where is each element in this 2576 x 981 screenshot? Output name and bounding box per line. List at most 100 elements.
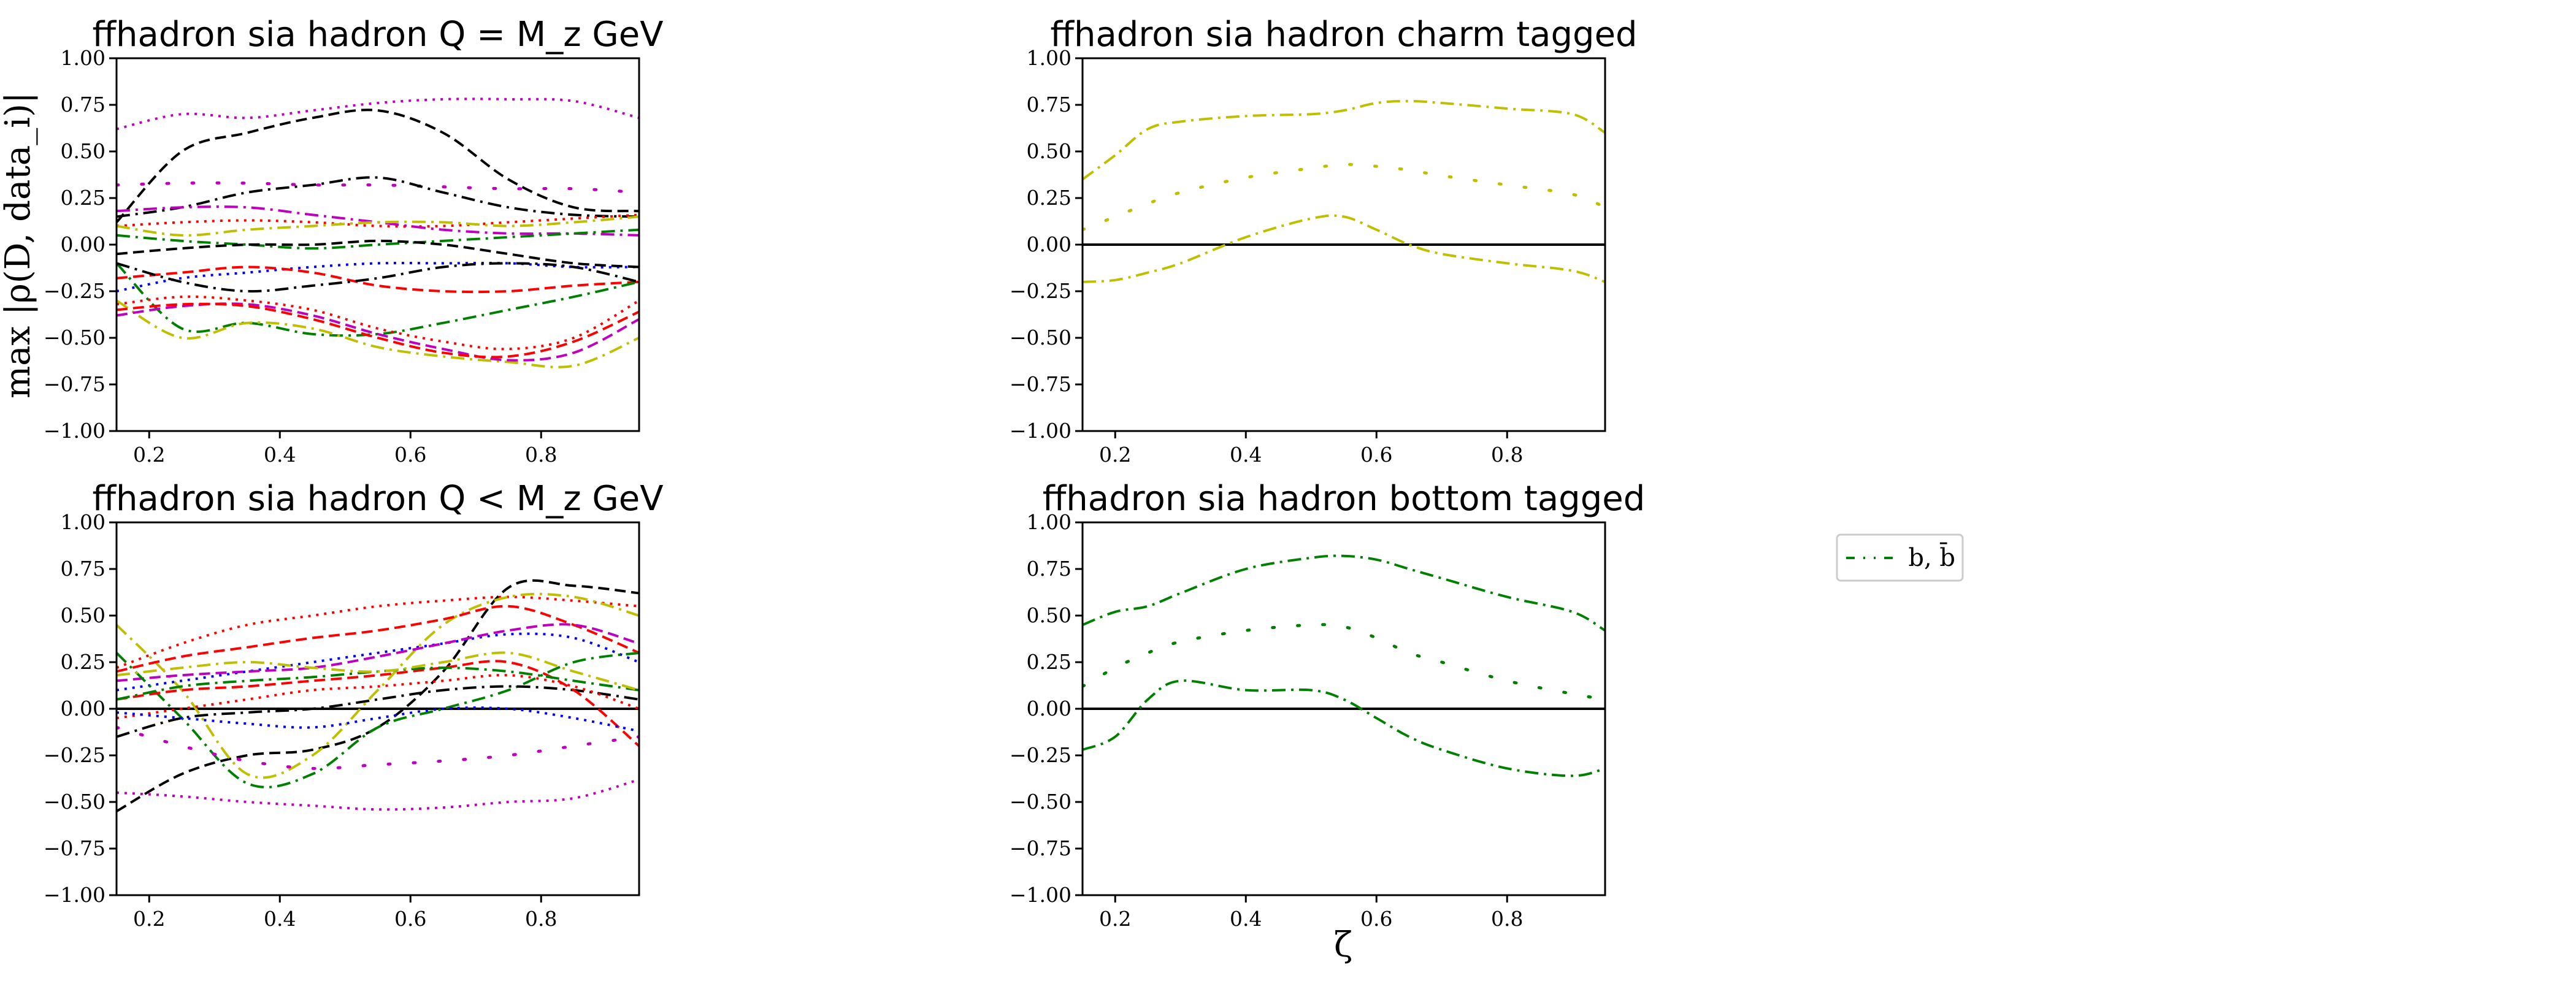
y-tick-label: 0.25 xyxy=(1027,186,1071,210)
x-tick-label: 0.8 xyxy=(525,443,557,467)
series-line-5 xyxy=(117,632,639,692)
series-line-13 xyxy=(117,674,639,720)
panel-top-right: ffhadron sia hadron charm tagged −1.00 −0… xyxy=(1010,15,1638,467)
y-tick-label: 0.00 xyxy=(1027,697,1071,720)
series-line-2 xyxy=(117,595,639,669)
panel-top-left: ffhadron sia hadron Q = M_z GeV −1.00 −0.… xyxy=(44,15,664,467)
y-tick-label: 0.00 xyxy=(61,232,105,256)
series-line-6 xyxy=(117,205,639,237)
legend-label: b, b̄ xyxy=(1908,542,1955,572)
series-line-5 xyxy=(117,213,639,228)
x-tick-label: 0.6 xyxy=(1360,443,1392,467)
series-line-1 xyxy=(1083,99,1605,181)
series-line-11 xyxy=(117,660,639,747)
y-tick-label: 0.75 xyxy=(61,557,105,581)
series-line-3 xyxy=(1083,679,1605,777)
series-line-15 xyxy=(117,302,639,359)
y-tick-label: −0.25 xyxy=(1010,743,1071,767)
x-tick-label: 0.8 xyxy=(525,907,557,931)
x-tick-label: 0.2 xyxy=(1099,443,1131,467)
y-tick-label: −0.50 xyxy=(44,790,105,814)
x-tick-label: 0.2 xyxy=(1099,907,1131,931)
plot-area xyxy=(117,579,639,812)
series-line-1 xyxy=(117,579,639,812)
panel-title: ffhadron sia hadron Q < M_z GeV xyxy=(92,479,663,519)
panel-title: ffhadron sia hadron bottom tagged xyxy=(1043,479,1646,519)
series-line-6 xyxy=(117,623,639,682)
y-tick-label: 0.50 xyxy=(61,603,105,627)
panel-bottom-left: ffhadron sia hadron Q < M_z GeV −1.00 −0.… xyxy=(44,479,664,931)
y-tick-label: −0.75 xyxy=(44,372,105,396)
series-line-2 xyxy=(1083,623,1605,701)
series-line-3 xyxy=(117,592,639,779)
y-tick-label: 0.75 xyxy=(1027,93,1071,116)
series-line-8 xyxy=(117,228,639,250)
series-line-8 xyxy=(117,778,639,811)
y-tick-label: 0.50 xyxy=(61,139,105,163)
y-tick-label: 1.00 xyxy=(61,510,105,534)
x-tick-label: 0.4 xyxy=(264,907,296,931)
series-line-10 xyxy=(117,685,639,738)
y-tick-label: −0.75 xyxy=(44,836,105,860)
plot-area xyxy=(1083,554,1605,777)
y-tick-label: 1.00 xyxy=(61,46,105,70)
x-tick-label: 0.8 xyxy=(1491,907,1523,931)
series-line-16 xyxy=(117,295,639,351)
series-line-11 xyxy=(117,239,639,269)
y-tick-label: 0.25 xyxy=(61,650,105,674)
x-tick-label: 0.4 xyxy=(264,443,296,467)
y-tick-label: −0.75 xyxy=(1010,836,1071,860)
y-tick-label: 0.75 xyxy=(61,93,105,116)
y-tick-label: −0.25 xyxy=(44,279,105,303)
y-tick-label: −0.50 xyxy=(1010,326,1071,349)
series-line-9 xyxy=(117,261,639,292)
legend: b, b̄ xyxy=(1836,533,1964,582)
series-line-10 xyxy=(117,265,639,294)
x-tick-label: 0.6 xyxy=(394,907,426,931)
series-line-7 xyxy=(117,215,639,237)
y-tick-label: −0.25 xyxy=(44,743,105,767)
series-line-3 xyxy=(117,181,639,194)
series-line-2 xyxy=(1083,162,1605,232)
y-tick-label: −0.50 xyxy=(44,326,105,349)
y-tick-label: −0.25 xyxy=(1010,279,1071,303)
y-tick-label: 1.00 xyxy=(1027,510,1071,534)
series-line-2 xyxy=(117,97,639,131)
panel-title: ffhadron sia hadron charm tagged xyxy=(1050,15,1637,55)
y-tick-label: −1.00 xyxy=(44,883,105,907)
series-line-7 xyxy=(117,651,639,788)
y-tick-label: −1.00 xyxy=(1010,419,1071,443)
y-tick-label: 0.00 xyxy=(61,697,105,720)
y-tick-label: −1.00 xyxy=(44,419,105,443)
plot-area xyxy=(117,97,639,368)
plot-area xyxy=(1083,99,1605,283)
y-tick-label: −0.50 xyxy=(1010,790,1071,814)
series-line-4 xyxy=(117,605,639,673)
series-line-14 xyxy=(117,302,639,362)
series-line-1 xyxy=(1083,554,1605,632)
x-tick-label: 0.4 xyxy=(1230,443,1262,467)
x-tick-label: 0.4 xyxy=(1230,907,1262,931)
y-tick-label: −1.00 xyxy=(1010,883,1071,907)
panel-bottom-right: ffhadron sia hadron bottom tagged −1.00 −… xyxy=(1010,479,1645,931)
series-line-17 xyxy=(117,262,639,293)
y-tick-label: 0.25 xyxy=(61,186,105,210)
series-line-3 xyxy=(1083,214,1605,283)
series-line-15 xyxy=(117,706,639,733)
y-tick-label: 0.50 xyxy=(1027,139,1071,163)
y-tick-label: 1.00 xyxy=(1027,46,1071,70)
x-tick-label: 0.2 xyxy=(133,443,165,467)
y-tick-label: 0.75 xyxy=(1027,557,1071,581)
y-tick-label: −0.75 xyxy=(1010,372,1071,396)
x-tick-label: 0.6 xyxy=(1360,907,1392,931)
legend-frame xyxy=(1836,533,1964,582)
series-line-12 xyxy=(117,262,639,337)
x-tick-label: 0.6 xyxy=(394,443,426,467)
series-line-14 xyxy=(117,651,639,692)
series-line-4 xyxy=(117,176,639,218)
x-axis-label: ζ xyxy=(1334,925,1352,965)
y-axis-label: max |ρ(D, data_i)| xyxy=(0,92,38,399)
y-tick-label: 0.50 xyxy=(1027,603,1071,627)
y-tick-label: 0.00 xyxy=(1027,232,1071,256)
